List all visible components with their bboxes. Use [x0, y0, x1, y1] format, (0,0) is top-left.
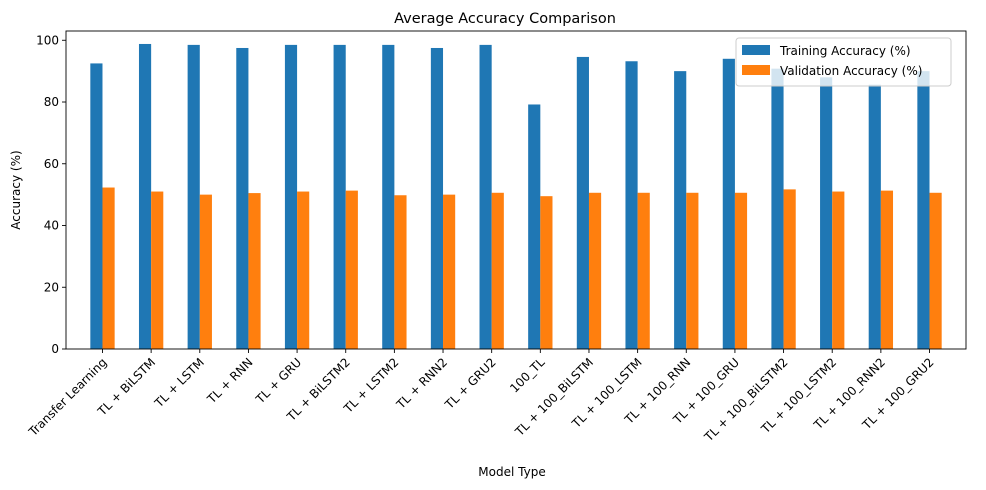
- validation-bar-15: [832, 191, 845, 349]
- validation-bar-11: [637, 192, 650, 349]
- x-tick-label-9: 100_TL: [507, 355, 547, 395]
- legend-label-1: Validation Accuracy (%): [780, 64, 922, 78]
- training-bar-9: [528, 104, 541, 349]
- x-tick-label-0: Transfer Learning: [25, 355, 109, 439]
- y-tick-label-5: 100: [36, 33, 59, 47]
- training-bar-7: [430, 47, 444, 349]
- legend-swatch-1: [742, 65, 770, 75]
- validation-bar-3: [248, 193, 261, 349]
- x-tick-label-4: TL + GRU: [252, 355, 304, 407]
- x-tick-label-2: TL + LSTM: [151, 355, 207, 411]
- validation-bar-4: [297, 191, 310, 349]
- training-bar-4: [284, 44, 298, 350]
- bars-group: [90, 43, 942, 350]
- training-bar-17: [917, 71, 930, 349]
- x-tick-label-14: TL + 100_BiLSTM2: [701, 355, 791, 445]
- validation-bar-7: [443, 194, 456, 349]
- validation-bar-1: [151, 191, 164, 349]
- training-bar-6: [382, 44, 395, 350]
- training-bar-16: [868, 84, 881, 349]
- validation-bar-13: [734, 192, 748, 349]
- x-tick-label-8: TL + GRU2: [442, 355, 499, 412]
- y-axis: 0 20 40 60 80 100: [36, 33, 66, 356]
- validation-bar-17: [929, 192, 942, 349]
- training-bar-14: [771, 68, 784, 349]
- training-bar-0: [90, 63, 103, 349]
- training-bar-13: [722, 58, 735, 349]
- validation-bar-6: [394, 195, 407, 349]
- training-bar-1: [138, 43, 152, 350]
- x-axis-label: Model Type: [478, 465, 545, 479]
- training-bar-12: [674, 71, 687, 349]
- y-tick-label-3: 60: [44, 157, 59, 171]
- legend-box: [735, 37, 952, 87]
- validation-bar-12: [686, 192, 699, 349]
- training-bar-15: [820, 77, 833, 350]
- training-bar-5: [333, 44, 346, 350]
- legend-swatch-0: [742, 45, 770, 55]
- y-tick-label-1: 20: [44, 280, 59, 294]
- validation-bar-8: [491, 192, 504, 349]
- legend: Training Accuracy (%) Validation Accuracy…: [735, 37, 952, 87]
- legend-label-0: Training Accuracy (%): [779, 44, 911, 58]
- x-tick-label-7: TL + RNN2: [393, 355, 450, 412]
- plot-frame: [65, 30, 967, 350]
- x-tick-label-3: TL + RNN: [204, 355, 256, 407]
- training-bar-2: [187, 44, 200, 350]
- training-bar-3: [236, 47, 249, 349]
- training-bar-11: [625, 61, 638, 349]
- validation-bar-9: [540, 196, 553, 349]
- y-axis-label: Accuracy (%): [9, 150, 23, 229]
- training-bar-10: [576, 56, 589, 349]
- y-tick-label-0: 0: [51, 342, 59, 356]
- validation-bar-10: [588, 192, 602, 349]
- validation-bar-14: [783, 189, 796, 349]
- y-tick-label-4: 80: [44, 95, 59, 109]
- validation-bar-2: [199, 194, 212, 349]
- chart-title: Average Accuracy Comparison: [394, 11, 616, 27]
- validation-bar-16: [880, 190, 894, 349]
- validation-bar-5: [345, 190, 358, 349]
- training-bar-8: [479, 44, 492, 350]
- validation-bar-0: [102, 187, 115, 349]
- y-tick-label-2: 40: [44, 219, 59, 233]
